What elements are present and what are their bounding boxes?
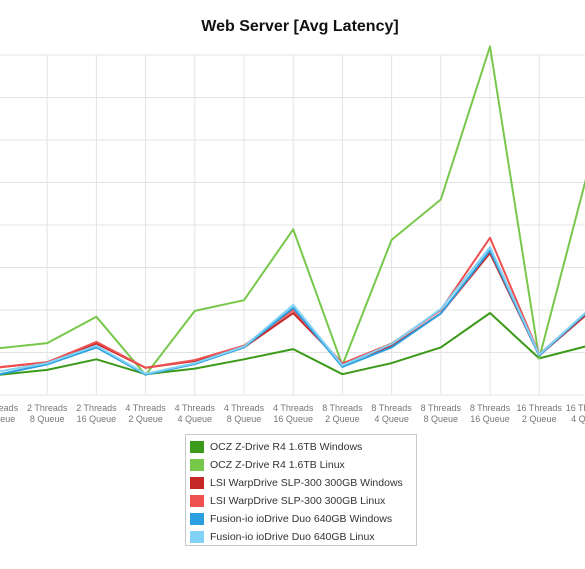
x-tick-label: 2 Threads 8 Queue bbox=[27, 403, 68, 424]
x-tick-label: 2 Threads 16 Queue bbox=[76, 403, 117, 424]
x-tick-label: 8 Threads 8 Queue bbox=[421, 403, 462, 424]
legend-label: LSI WarpDrive SLP-300 300GB Windows bbox=[210, 477, 403, 489]
x-tick-label: 4 Threads 16 Queue bbox=[273, 403, 314, 424]
legend-swatch bbox=[190, 513, 204, 525]
x-tick-label: 4 Threads 8 Queue bbox=[224, 403, 265, 424]
legend-label: Fusion-io ioDrive Duo 640GB Linux bbox=[210, 531, 375, 543]
legend-item: Fusion-io ioDrive Duo 640GB Linux bbox=[190, 528, 416, 546]
legend-item: LSI WarpDrive SLP-300 300GB Windows bbox=[190, 474, 416, 492]
legend-label: OCZ Z-Drive R4 1.6TB Windows bbox=[210, 441, 363, 453]
legend-swatch bbox=[190, 495, 204, 507]
x-tick-label: 4 Threads 4 Queue bbox=[175, 403, 216, 424]
series-line-4 bbox=[0, 249, 585, 376]
legend-swatch bbox=[190, 531, 204, 543]
x-tick-label: 8 Threads 4 Queue bbox=[371, 403, 412, 424]
legend: OCZ Z-Drive R4 1.6TB Windows OCZ Z-Drive … bbox=[185, 434, 417, 546]
series-line-5 bbox=[0, 246, 585, 375]
legend-swatch bbox=[190, 477, 204, 489]
series-line-0 bbox=[0, 312, 585, 376]
x-tick-label: 16 Threads 2 Queue bbox=[517, 403, 563, 424]
legend-label: OCZ Z-Drive R4 1.6TB Linux bbox=[210, 459, 345, 471]
x-tick-label: 4 Threads 2 Queue bbox=[125, 403, 166, 424]
series-line-3 bbox=[0, 236, 585, 369]
x-tick-label: 8 Threads 16 Queue bbox=[470, 403, 511, 424]
legend-item: LSI WarpDrive SLP-300 300GB Linux bbox=[190, 492, 416, 510]
series-line-1 bbox=[0, 45, 585, 376]
legend-swatch bbox=[190, 441, 204, 453]
series-line-2 bbox=[0, 252, 585, 369]
chart-title: Web Server [Avg Latency] bbox=[201, 18, 399, 35]
legend-label: LSI WarpDrive SLP-300 300GB Linux bbox=[210, 495, 386, 507]
legend-label: Fusion-io ioDrive Duo 640GB Windows bbox=[210, 513, 393, 525]
x-tick-label: 8 Threads 2 Queue bbox=[322, 403, 363, 424]
legend-item: Fusion-io ioDrive Duo 640GB Windows bbox=[190, 510, 416, 528]
legend-item: OCZ Z-Drive R4 1.6TB Linux bbox=[190, 456, 416, 474]
legend-swatch bbox=[190, 459, 204, 471]
legend-item: OCZ Z-Drive R4 1.6TB Windows bbox=[190, 438, 416, 456]
